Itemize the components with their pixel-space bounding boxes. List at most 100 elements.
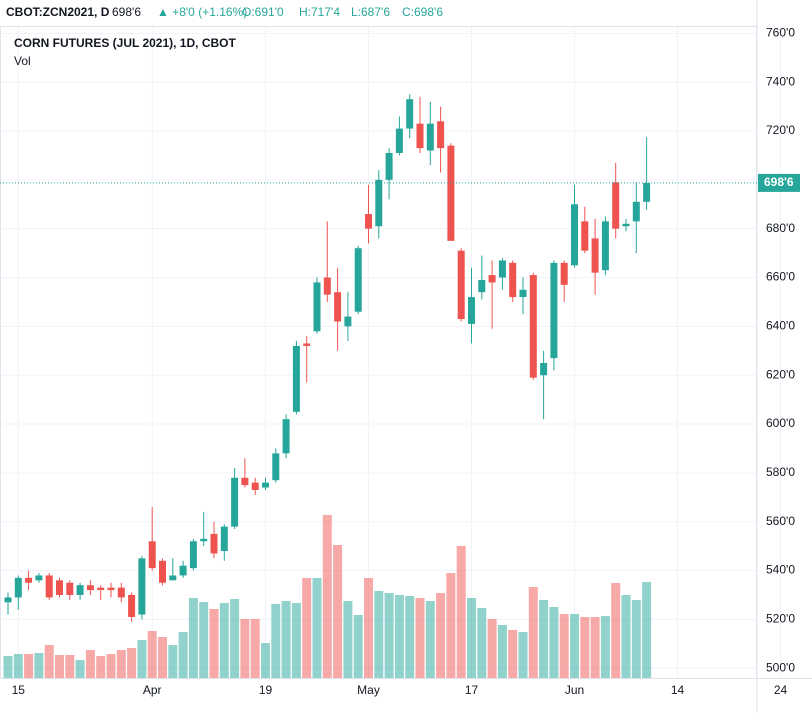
candle-body: [426, 123, 434, 151]
volume-bar: [322, 515, 332, 678]
candle-body: [97, 587, 105, 591]
candle-body: [581, 221, 589, 251]
candle-body: [406, 99, 414, 129]
candle-body: [344, 316, 352, 327]
volume-bar: [446, 573, 456, 678]
volume-bar: [559, 614, 569, 678]
volume-bar: [384, 593, 394, 678]
volume-bar: [611, 583, 621, 678]
volume-bar: [549, 607, 559, 678]
y-tick-label: 540'0: [766, 563, 795, 577]
volume-bar: [34, 653, 44, 678]
candle-body: [354, 248, 362, 312]
y-tick-label: 680'0: [766, 221, 795, 235]
plot-frame: [0, 26, 757, 679]
volume-bar: [147, 631, 157, 678]
candle-body: [643, 182, 651, 202]
volume-bar: [271, 604, 281, 678]
volume-bar: [281, 601, 291, 678]
candle-body: [632, 201, 640, 222]
x-tick-label: 15: [12, 683, 26, 697]
volume-bar: [3, 656, 13, 678]
last: 698'6: [112, 5, 141, 19]
x-tick-label: Apr: [143, 683, 162, 697]
volume-bar: [456, 546, 466, 678]
volume-bar: [518, 632, 528, 678]
volume-bar: [188, 598, 198, 678]
candle-body: [457, 250, 465, 320]
volume-bar: [425, 601, 435, 678]
candle-body: [282, 419, 290, 454]
volume-bar: [209, 609, 219, 678]
y-tick-label: 660'0: [766, 270, 795, 284]
candle-body: [437, 121, 445, 149]
volume-bar: [528, 587, 538, 678]
ohlc-open: O:691'0: [242, 5, 284, 19]
candle-body: [210, 533, 218, 554]
last-price-box: [758, 173, 800, 192]
x-tick-label: May: [357, 683, 380, 697]
change: ▲ +8'0 (+1.16%): [157, 5, 247, 19]
candle-body: [251, 482, 259, 490]
candle-body: [365, 214, 372, 229]
volume-bar: [96, 656, 106, 678]
volume-bar: [364, 578, 373, 678]
x-tick-label: 17: [465, 683, 479, 697]
ohlc-high: H:717'4: [299, 5, 340, 19]
y-tick-label: 500'0: [766, 660, 795, 674]
candle-body: [498, 260, 506, 278]
candle-body: [571, 204, 578, 266]
candle-body: [4, 597, 12, 603]
candle-body: [478, 279, 486, 293]
volume-bar: [580, 617, 590, 678]
candle-body: [375, 179, 383, 227]
candle-body: [550, 262, 558, 359]
volume-bar: [497, 625, 507, 678]
y-tick-label: 520'0: [766, 612, 795, 626]
candle-body: [540, 362, 548, 376]
volume-bar: [374, 591, 384, 678]
volume-bar: [127, 648, 137, 678]
candle-body: [509, 262, 517, 298]
candle-body: [416, 123, 424, 149]
candle-body: [220, 526, 228, 552]
candle-body: [128, 594, 136, 617]
candle-body: [292, 345, 300, 412]
volume-bar: [436, 593, 446, 678]
chart-title: CORN FUTURES (JUL 2021), 1D, CBOT: [14, 36, 236, 50]
candle-body: [189, 541, 197, 569]
volume-bar: [394, 595, 404, 678]
candle-body: [56, 580, 63, 595]
candle-body: [385, 152, 393, 180]
x-tick-label: 14: [671, 683, 685, 697]
candle-body: [323, 277, 331, 295]
candle-body: [395, 128, 403, 153]
candle-body: [138, 558, 146, 615]
candle-body: [35, 575, 43, 581]
candle-body: [560, 262, 568, 285]
y-tick-label: 720'0: [766, 123, 795, 137]
volume-bar: [333, 545, 343, 678]
ohlc-low: L:687'6: [351, 5, 390, 19]
volume-bar: [219, 603, 229, 678]
volume-bar: [250, 619, 260, 678]
candle-body: [25, 577, 33, 583]
candle-body: [179, 565, 187, 576]
volume-bar: [642, 582, 652, 678]
candle-body: [519, 289, 527, 298]
candle-body: [334, 292, 342, 322]
candle-body: [468, 297, 475, 324]
volume-bar: [137, 640, 147, 678]
ohlc-close: C:698'6: [402, 5, 443, 19]
last-price-label: 698'6: [764, 175, 794, 189]
y-tick-label: 620'0: [766, 367, 795, 381]
candle-body: [86, 585, 94, 591]
symbol: CBOT:ZCN2021, D: [6, 5, 110, 19]
volume-bar: [230, 599, 240, 678]
volume-bar: [590, 617, 600, 678]
y-tick-label: 760'0: [766, 25, 795, 39]
candle-body: [241, 477, 249, 486]
volume-bar: [240, 619, 250, 678]
volume-bar: [116, 650, 126, 678]
